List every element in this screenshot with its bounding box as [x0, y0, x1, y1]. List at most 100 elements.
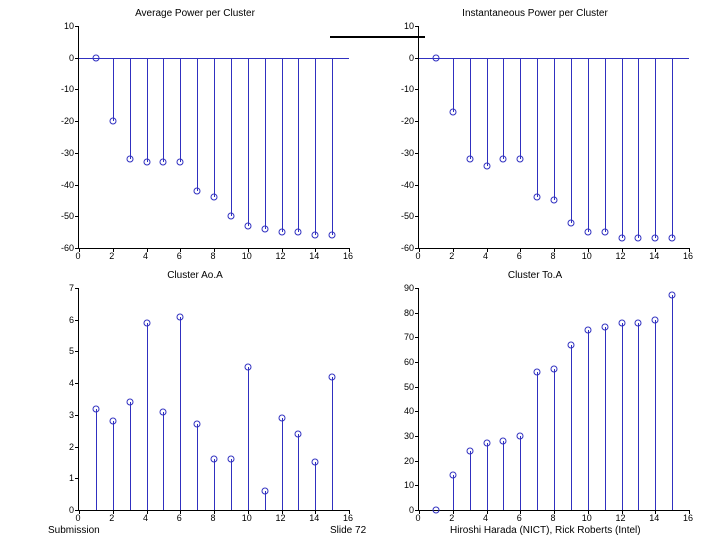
- stem: [622, 58, 623, 239]
- plot-area: [78, 288, 349, 511]
- stem: [588, 330, 589, 510]
- stem-marker: [312, 232, 319, 239]
- stem-marker: [109, 118, 116, 125]
- stem-marker: [517, 156, 524, 163]
- panel-inst-power: Instantaneous Power per Cluster-60-50-40…: [380, 8, 690, 258]
- ytick-label: 6: [46, 315, 74, 325]
- stem-marker: [601, 324, 608, 331]
- chart-title: Cluster Ao.A: [40, 270, 350, 281]
- stem: [180, 317, 181, 510]
- xtick-label: 8: [543, 251, 563, 261]
- stem-marker: [618, 235, 625, 242]
- stem: [672, 295, 673, 510]
- stem-marker: [584, 326, 591, 333]
- stem: [470, 451, 471, 510]
- stem: [231, 58, 232, 217]
- xtick-label: 0: [408, 251, 428, 261]
- stem: [163, 412, 164, 510]
- stem: [638, 58, 639, 239]
- stem-marker: [551, 366, 558, 373]
- stem: [113, 421, 114, 510]
- stem-marker: [227, 213, 234, 220]
- footer-left: Submission: [48, 525, 100, 536]
- stem: [332, 377, 333, 510]
- xtick-label: 12: [611, 251, 631, 261]
- stem-marker: [244, 222, 251, 229]
- stem: [571, 58, 572, 223]
- ytick-label: 10: [386, 21, 414, 31]
- xtick-label: 12: [611, 513, 631, 523]
- xtick-label: 12: [271, 513, 291, 523]
- stem: [588, 58, 589, 232]
- chart-title: Average Power per Cluster: [40, 8, 350, 19]
- plot-area: [418, 26, 689, 249]
- stem-marker: [261, 225, 268, 232]
- stem: [520, 58, 521, 159]
- stem-marker: [652, 317, 659, 324]
- stem: [163, 58, 164, 163]
- ytick-label: 10: [386, 480, 414, 490]
- stem-marker: [449, 472, 456, 479]
- ytick-label: 10: [46, 21, 74, 31]
- xtick-label: 10: [577, 251, 597, 261]
- stem-marker: [261, 487, 268, 494]
- stem-marker: [194, 187, 201, 194]
- stem-marker: [618, 319, 625, 326]
- stem: [487, 443, 488, 510]
- ytick-label: 60: [386, 357, 414, 367]
- stem-marker: [500, 156, 507, 163]
- stem: [332, 58, 333, 236]
- stem-marker: [567, 219, 574, 226]
- stem: [248, 367, 249, 510]
- ytick-label: -40: [386, 180, 414, 190]
- stem: [571, 345, 572, 510]
- xtick-label: 0: [408, 513, 428, 523]
- xtick-label: 6: [169, 513, 189, 523]
- stem-marker: [160, 408, 167, 415]
- ytick-label: 1: [46, 473, 74, 483]
- xtick-label: 6: [169, 251, 189, 261]
- xtick-label: 14: [304, 251, 324, 261]
- stem-marker: [584, 229, 591, 236]
- xtick-label: 16: [338, 513, 358, 523]
- stem: [298, 434, 299, 510]
- stem: [298, 58, 299, 232]
- ytick-label: 2: [46, 442, 74, 452]
- baseline: [419, 58, 689, 59]
- ytick-label: -20: [46, 116, 74, 126]
- stem-marker: [534, 194, 541, 201]
- xtick-label: 10: [237, 513, 257, 523]
- stem-marker: [177, 159, 184, 166]
- stem-marker: [177, 313, 184, 320]
- ytick-label: 0: [386, 53, 414, 63]
- stem: [96, 409, 97, 510]
- xtick-label: 4: [476, 513, 496, 523]
- ytick-label: 30: [386, 431, 414, 441]
- stem-marker: [211, 456, 218, 463]
- stem: [282, 58, 283, 232]
- stem-marker: [143, 319, 150, 326]
- stem-marker: [466, 156, 473, 163]
- xtick-label: 8: [543, 513, 563, 523]
- stem: [453, 58, 454, 112]
- stem: [537, 58, 538, 198]
- stem-marker: [278, 415, 285, 422]
- ytick-label: 7: [46, 283, 74, 293]
- xtick-label: 0: [68, 251, 88, 261]
- stem: [453, 475, 454, 510]
- stem-marker: [534, 368, 541, 375]
- stem-marker: [652, 235, 659, 242]
- stem-marker: [295, 229, 302, 236]
- stem: [605, 58, 606, 232]
- ytick-label: 3: [46, 410, 74, 420]
- stem-marker: [517, 433, 524, 440]
- stem: [605, 327, 606, 510]
- stem-marker: [126, 156, 133, 163]
- ytick-label: -10: [386, 84, 414, 94]
- ytick-label: -50: [46, 211, 74, 221]
- stem-marker: [312, 459, 319, 466]
- panel-avg-power: Average Power per Cluster-60-50-40-30-20…: [40, 8, 350, 258]
- ytick-label: 80: [386, 308, 414, 318]
- ytick-label: -20: [386, 116, 414, 126]
- stem: [503, 441, 504, 510]
